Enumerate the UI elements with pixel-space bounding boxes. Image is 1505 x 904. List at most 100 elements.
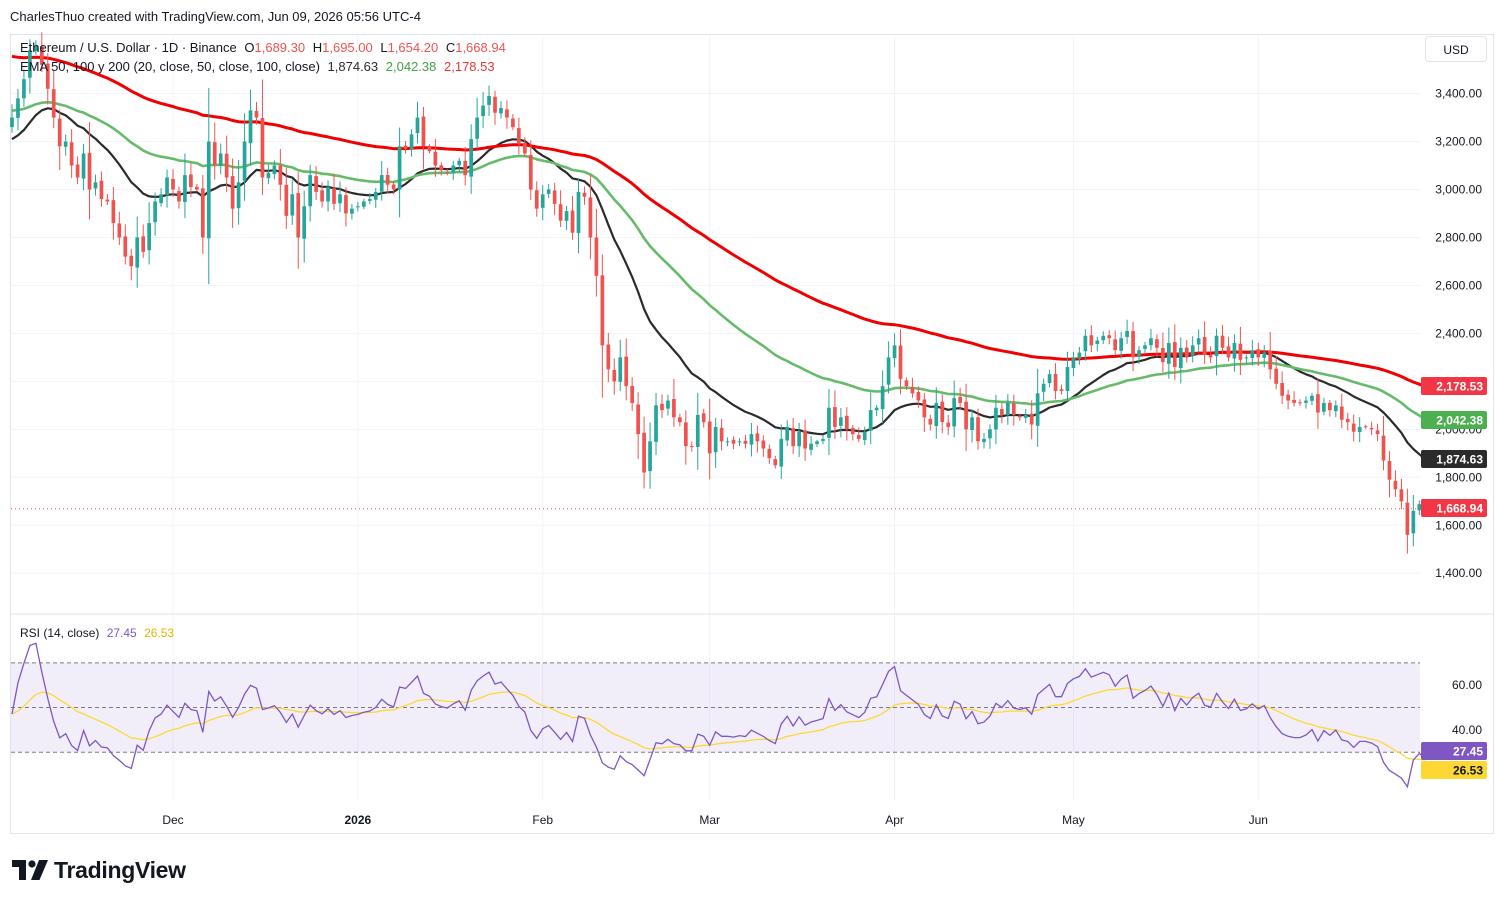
candle [1041,378,1046,402]
candle [278,148,283,201]
rsi-ma-line [11,687,1426,761]
last-tag-text: 1,668.94 [1436,502,1483,516]
candle-body [689,446,694,448]
candle-body [1143,345,1147,349]
candle-body [1029,413,1034,425]
candle-body [761,440,766,449]
candle-body [326,187,330,202]
candle-body [594,237,599,276]
candle-body [1053,373,1058,391]
candle [433,139,438,177]
candle [218,143,223,175]
candle [773,455,778,469]
candle-body [254,110,259,118]
candle-body [582,192,587,197]
candle-body [1369,427,1374,430]
candle [1113,330,1118,355]
candle-body [183,175,187,202]
price-tick-label: 3,200.00 [1435,135,1482,149]
candle [1047,369,1052,388]
ema-50-line [11,100,1426,421]
time-axis-label: Dec [162,813,183,827]
candle-body [218,153,223,166]
candle [117,211,122,245]
candle-body [731,439,736,444]
candle-body [1095,340,1100,344]
candle-body [570,210,575,233]
candle-body [1333,405,1338,412]
candle [1363,424,1368,429]
candle [970,409,974,443]
candle-body [1059,389,1064,391]
candle [415,101,420,144]
ema50-tag-bg [1421,411,1487,429]
candle [356,201,360,212]
candle [39,32,44,73]
candle-body [648,441,652,472]
candle [982,432,986,449]
candle [236,159,241,225]
candle [1166,327,1171,379]
candle [576,179,581,254]
candle-body [135,237,140,268]
price-tick-label: 1,600.00 [1435,518,1482,532]
rsi-tag-text: 27.45 [1453,745,1483,759]
currency-button[interactable]: USD [1425,36,1487,62]
candle-body [457,160,462,166]
candles [10,32,1428,554]
candle [45,53,50,105]
candle-body [1149,338,1153,346]
candle [63,134,68,156]
candle-body [1274,368,1279,384]
candle-body [982,438,986,443]
candle-body [1268,350,1273,370]
candle [678,413,682,427]
candle-body [833,407,837,427]
candle-body [868,410,873,431]
candle [1149,329,1153,351]
candle-body [481,105,485,117]
candle [707,398,712,480]
candle-body [1405,502,1410,535]
candle [528,140,533,201]
candle-body [278,165,283,185]
candle-body [862,431,867,441]
candle-body [1375,430,1380,435]
candle-body [511,118,515,128]
candle-body [421,116,426,147]
candle-body [57,118,62,147]
candle-body [678,417,682,423]
candle [1274,356,1279,390]
rsi-tick-label: 40.00 [1452,723,1482,737]
candle-body [827,407,831,438]
candle-body [1125,330,1129,337]
price-tick-label: 1,800.00 [1435,470,1482,484]
candle [522,137,527,158]
candle [1345,412,1350,431]
candle [22,69,26,107]
candle-body [1226,346,1231,358]
candle [517,117,521,155]
candle [34,40,38,55]
candle [940,394,945,434]
candle [1399,478,1404,510]
candle-body [1238,343,1243,360]
candle [200,174,205,254]
candle [1125,319,1129,344]
candle-body [141,236,146,252]
candle-body [892,345,897,359]
candle-body [785,426,790,441]
candle [1238,326,1243,376]
candle [803,419,807,461]
candle [1089,325,1094,352]
candle-body [1316,394,1320,413]
candle-body [427,147,432,152]
candle-body [45,63,50,89]
candle-body [475,117,479,139]
candle-body [540,194,545,208]
candle [1202,321,1207,364]
candle [636,392,640,459]
candle-body [994,407,998,430]
ema20-tag-text: 1,874.63 [1436,453,1483,467]
